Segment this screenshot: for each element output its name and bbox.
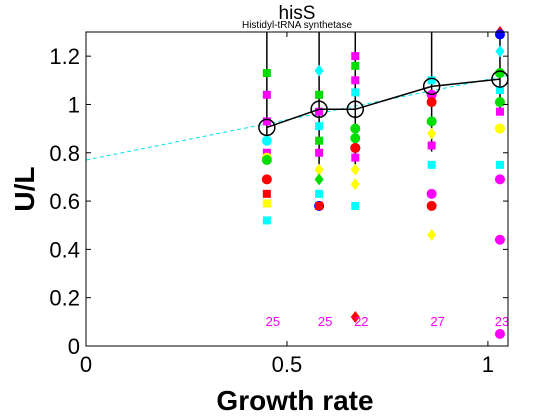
data-point-circle	[494, 174, 505, 185]
mean-line	[266, 78, 501, 129]
data-point-square	[262, 90, 271, 99]
y-tick-label: 1.2	[49, 44, 80, 69]
y-tick-label: 0.8	[49, 141, 80, 166]
data-point-circle	[426, 97, 437, 108]
plot-area: 25 25 22 27 23	[85, 26, 510, 347]
data-point-square	[262, 189, 271, 198]
data-point-square	[315, 148, 324, 157]
data-point-square	[427, 160, 436, 169]
data-point-square	[495, 107, 504, 116]
data-points-layer	[261, 26, 505, 339]
data-point-square	[262, 69, 271, 78]
data-point-square	[495, 85, 504, 94]
chart-title: hisS	[279, 3, 316, 24]
data-point-square	[315, 189, 324, 198]
x-axis-label: Growth rate	[216, 385, 373, 416]
data-point-circle	[350, 123, 361, 134]
data-point-diamond	[495, 45, 505, 58]
x-tick-label: 1	[482, 352, 494, 377]
data-point-diamond	[314, 163, 324, 176]
data-point-square	[351, 201, 360, 210]
y-tick-label: 0.4	[49, 237, 80, 262]
mean-marker	[346, 100, 365, 119]
data-point-circle	[494, 68, 505, 79]
plot-frame	[85, 31, 509, 347]
data-point-circle	[426, 116, 437, 127]
count-label: 23	[495, 314, 509, 329]
data-point-square	[315, 136, 324, 145]
fit-line	[85, 74, 509, 161]
data-point-circle	[350, 142, 361, 153]
data-point-circle	[494, 29, 505, 40]
y-axis: 0 0.2 0.4 0.6 0.8 1 1.2	[49, 44, 508, 359]
count-label: 22	[354, 314, 368, 329]
chart-subtitle: Histidyl-tRNA synthetase	[242, 20, 352, 31]
data-point-circle	[261, 174, 272, 185]
count-label: 25	[266, 314, 280, 329]
mean-series-layer	[258, 70, 509, 137]
mean-marker	[310, 100, 328, 119]
data-point-circle	[494, 123, 505, 134]
data-point-circle	[261, 155, 272, 166]
y-tick-label: 1	[68, 92, 80, 117]
x-tick-label: 0.5	[272, 352, 303, 377]
mean-marker	[258, 118, 276, 137]
data-point-square	[351, 153, 360, 162]
data-point-square	[262, 117, 271, 126]
count-labels-layer: 25 25 22 27 23	[266, 314, 510, 329]
data-point-diamond	[350, 163, 360, 176]
mean-marker	[422, 77, 441, 96]
data-point-diamond	[314, 64, 324, 77]
x-tick-label: 0	[80, 352, 92, 377]
fit-line-layer	[85, 74, 509, 161]
data-point-square	[315, 90, 324, 99]
data-point-circle	[494, 328, 505, 339]
data-point-square	[262, 199, 271, 208]
data-point-square	[351, 52, 360, 61]
data-point-circle	[426, 200, 437, 211]
y-tick-label: 0.6	[49, 189, 80, 214]
data-point-square	[495, 160, 504, 169]
data-point-square	[351, 61, 360, 70]
y-axis-label: U/L	[9, 166, 40, 211]
data-point-square	[315, 122, 324, 131]
data-point-circle	[261, 135, 272, 146]
plot-background	[86, 32, 508, 346]
data-point-square	[427, 141, 436, 150]
data-point-circle	[494, 97, 505, 108]
x-axis: 0 0.5 1	[80, 32, 494, 377]
data-point-circle	[350, 133, 361, 144]
data-point-square	[351, 88, 360, 97]
data-point-square	[262, 216, 271, 225]
data-point-diamond	[350, 178, 360, 191]
data-point-diamond	[427, 228, 437, 241]
data-point-square	[315, 107, 324, 116]
data-point-diamond	[350, 311, 360, 324]
data-point-square	[427, 76, 436, 85]
data-point-circle	[426, 188, 437, 199]
count-label: 25	[318, 314, 332, 329]
data-point-square	[315, 201, 324, 210]
data-point-diamond	[314, 173, 324, 186]
y-tick-label: 0	[68, 334, 80, 359]
y-tick-label: 0.2	[49, 286, 80, 311]
count-label: 27	[430, 314, 444, 329]
data-point-diamond	[427, 127, 437, 140]
data-point-square	[351, 76, 360, 85]
data-point-circle	[494, 234, 505, 245]
